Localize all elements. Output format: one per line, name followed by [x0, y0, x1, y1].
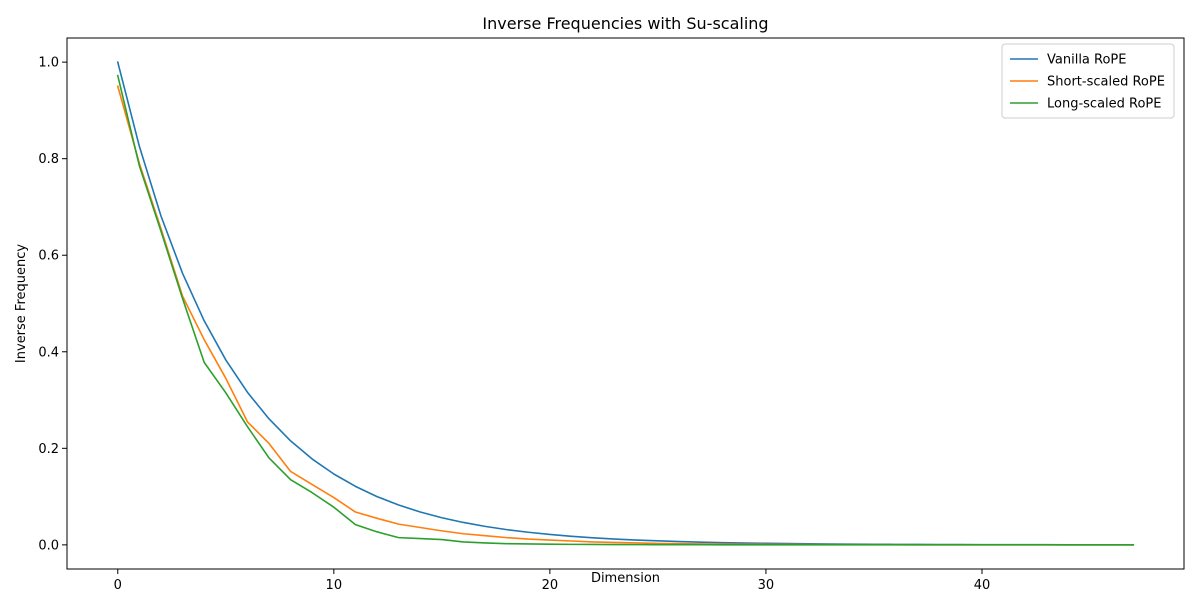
x-tick-label: 40	[974, 578, 991, 593]
y-tick-label: 0.6	[38, 249, 59, 264]
plot-series-group	[116, 61, 1135, 546]
x-tick-label: 30	[758, 578, 775, 593]
legend-box	[1001, 43, 1175, 119]
y-axis-ticks: 0.0 0.2 0.4 0.6 0.8 1.0	[38, 56, 67, 553]
y-tick-label: 1.0	[38, 56, 59, 71]
y-tick-label: 0.2	[38, 442, 59, 457]
series-line-long-scaled-rope	[116, 74, 1135, 546]
legend-label: Short-scaled RoPE	[1047, 75, 1165, 90]
y-tick-label: 0.0	[38, 538, 59, 553]
chart-title: Inverse Frequencies with Su-scaling	[482, 14, 768, 33]
x-tick-label: 20	[542, 578, 559, 593]
y-axis-label: Inverse Frequency	[14, 244, 29, 363]
y-tick-label: 0.4	[38, 345, 59, 360]
x-axis-ticks: 0 10 20 30 40	[114, 569, 991, 593]
x-axis-label: Dimension	[591, 571, 660, 586]
y-tick-label: 0.8	[38, 152, 59, 167]
legend-label: Vanilla RoPE	[1047, 53, 1126, 68]
legend-label: Long-scaled RoPE	[1047, 97, 1162, 112]
x-tick-label: 10	[326, 578, 343, 593]
plot-area-frame	[66, 37, 1185, 570]
x-tick-label: 0	[114, 578, 122, 593]
legend: Vanilla RoPE Short-scaled RoPE Long-scaled…	[1001, 43, 1175, 119]
